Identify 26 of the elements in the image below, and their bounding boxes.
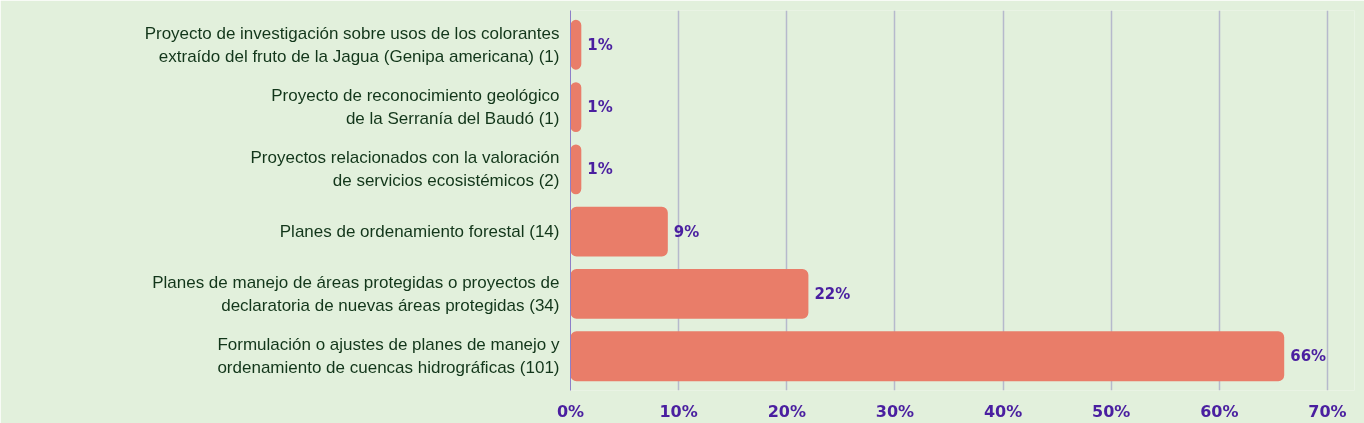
- x-tick-label: 70%: [1308, 401, 1347, 421]
- y-tick-label: Proyecto de reconocimiento geológico de la Serranía del Baudó (1): [271, 86, 560, 128]
- x-tick-label: 0%: [556, 401, 585, 421]
- bar: [570, 144, 582, 195]
- bar: [570, 269, 809, 319]
- x-tick-label: 30%: [875, 401, 915, 421]
- x-tick-label: 10%: [659, 401, 698, 421]
- data-label: 66%: [1290, 347, 1327, 366]
- x-tick-label: 50%: [1092, 401, 1131, 421]
- x-tick-label: 40%: [983, 401, 1023, 421]
- x-tick-label: 60%: [1200, 401, 1239, 421]
- y-tick-label: Formulación o ajustes de planes de manejo y ordenamiento de cuencas hidrográficas (101): [217, 335, 560, 378]
- y-tick-label: Planes de manejo de áreas protegidas o proyectos de declaratoria de nuevas áreas protegidas (34): [152, 273, 560, 315]
- data-label: 9%: [673, 222, 700, 241]
- data-label: 1%: [587, 35, 613, 54]
- bar: [570, 331, 1285, 382]
- bar: [570, 206, 668, 257]
- y-tick-label: Proyecto de investigación sobre usos de los colorantes extraído del fruto de la Jagua (Genipa americana) (1): [144, 23, 560, 66]
- bar: [570, 82, 582, 132]
- data-label: 1%: [587, 160, 613, 179]
- y-tick-label: Proyectos relacionados con la valoración de servicios ecosistémicos (2): [250, 148, 560, 191]
- data-label: 22%: [814, 284, 851, 303]
- bar: [570, 19, 582, 70]
- y-tick-label: Planes de ordenamiento forestal (14): [279, 222, 560, 242]
- data-label: 1%: [587, 98, 613, 117]
- x-tick-label: 20%: [767, 401, 806, 421]
